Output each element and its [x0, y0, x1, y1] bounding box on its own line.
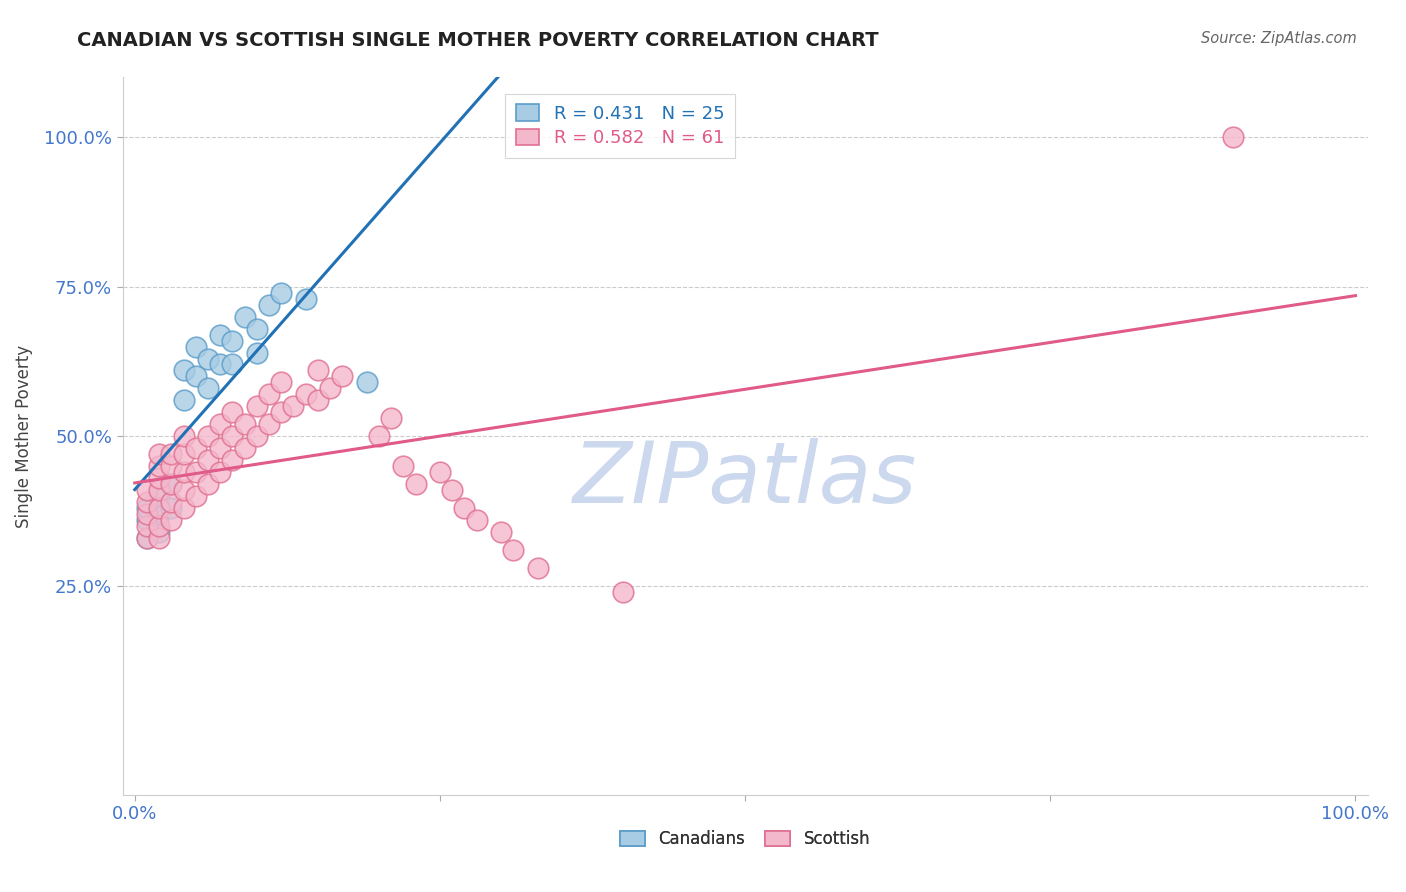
Point	[173, 501, 195, 516]
Point	[160, 495, 183, 509]
Point	[257, 387, 280, 401]
Text: CANADIAN VS SCOTTISH SINGLE MOTHER POVERTY CORRELATION CHART: CANADIAN VS SCOTTISH SINGLE MOTHER POVER…	[77, 31, 879, 50]
Point	[148, 519, 170, 533]
Point	[612, 584, 634, 599]
Point	[257, 417, 280, 432]
Point	[136, 501, 159, 516]
Point	[270, 405, 292, 419]
Point	[184, 465, 207, 479]
Point	[380, 411, 402, 425]
Point	[307, 393, 329, 408]
Point	[209, 327, 232, 342]
Point	[246, 321, 269, 335]
Point	[307, 363, 329, 377]
Point	[453, 501, 475, 516]
Point	[221, 453, 243, 467]
Point	[429, 465, 451, 479]
Point	[257, 298, 280, 312]
Point	[136, 531, 159, 545]
Point	[233, 441, 256, 455]
Point	[209, 358, 232, 372]
Point	[233, 310, 256, 324]
Point	[173, 363, 195, 377]
Point	[270, 285, 292, 300]
Point	[160, 459, 183, 474]
Point	[160, 447, 183, 461]
Point	[294, 292, 316, 306]
Point	[136, 519, 159, 533]
Point	[489, 524, 512, 539]
Point	[148, 524, 170, 539]
Point	[392, 459, 415, 474]
Point	[197, 477, 219, 491]
Y-axis label: Single Mother Poverty: Single Mother Poverty	[15, 344, 32, 528]
Point	[209, 465, 232, 479]
Point	[294, 387, 316, 401]
Point	[246, 429, 269, 443]
Point	[148, 483, 170, 497]
Point	[221, 358, 243, 372]
Point	[319, 381, 342, 395]
Text: Source: ZipAtlas.com: Source: ZipAtlas.com	[1201, 31, 1357, 46]
Point	[136, 483, 159, 497]
Point	[246, 345, 269, 359]
Point	[197, 351, 219, 366]
Point	[173, 429, 195, 443]
Point	[173, 483, 195, 497]
Point	[136, 531, 159, 545]
Point	[221, 334, 243, 348]
Point	[160, 501, 183, 516]
Point	[197, 381, 219, 395]
Point	[330, 369, 353, 384]
Point	[246, 400, 269, 414]
Point	[136, 495, 159, 509]
Point	[148, 501, 170, 516]
Point	[148, 459, 170, 474]
Point	[441, 483, 464, 497]
Point	[283, 400, 305, 414]
Point	[209, 441, 232, 455]
Point	[160, 477, 183, 491]
Point	[148, 471, 170, 485]
Point	[184, 489, 207, 503]
Legend: Canadians, Scottish: Canadians, Scottish	[613, 823, 877, 855]
Point	[173, 447, 195, 461]
Point	[148, 531, 170, 545]
Point	[148, 489, 170, 503]
Point	[148, 447, 170, 461]
Point	[502, 542, 524, 557]
Point	[148, 507, 170, 521]
Point	[526, 561, 548, 575]
Point	[367, 429, 389, 443]
Point	[356, 376, 378, 390]
Point	[197, 453, 219, 467]
Point	[160, 477, 183, 491]
Point	[136, 507, 159, 521]
Point	[173, 393, 195, 408]
Point	[136, 513, 159, 527]
Point	[221, 405, 243, 419]
Point	[465, 513, 488, 527]
Point	[160, 513, 183, 527]
Text: ZIPatlas: ZIPatlas	[574, 438, 917, 521]
Point	[173, 465, 195, 479]
Point	[221, 429, 243, 443]
Point	[209, 417, 232, 432]
Point	[184, 441, 207, 455]
Point	[405, 477, 427, 491]
Point	[1222, 130, 1244, 145]
Point	[270, 376, 292, 390]
Point	[184, 369, 207, 384]
Point	[184, 340, 207, 354]
Point	[197, 429, 219, 443]
Point	[233, 417, 256, 432]
